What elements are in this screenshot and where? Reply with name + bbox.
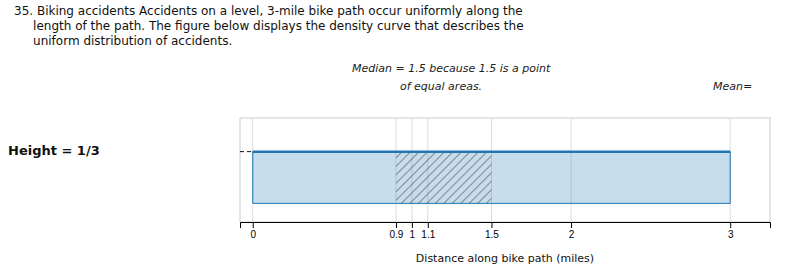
plot-area: 0 0.9 1 1.1 1.5 2 3 [240, 118, 771, 240]
density-line [253, 150, 730, 153]
tick: 2 [569, 222, 575, 240]
annotation: Median = 1.5 because 1.5 is a point [352, 62, 551, 75]
tick-mark [730, 222, 731, 228]
tick-label: 1.1 [421, 229, 435, 240]
x-axis-label: Distance along bike path (miles) [416, 252, 594, 265]
plot-frame [240, 118, 770, 222]
chart: 35. Biking accidents Accidents on a leve… [0, 0, 801, 270]
tick-label: 1 [410, 229, 416, 240]
title: length of the path. The figure below dis… [14, 19, 524, 33]
tick-mark [571, 222, 572, 228]
annotation: Mean= [713, 80, 752, 93]
tick-label: 2 [569, 229, 575, 240]
shaded-region [396, 152, 491, 204]
grid [253, 118, 730, 222]
tick: 1.1 [421, 222, 435, 240]
tick-mark [491, 222, 492, 228]
x-axis: 0 0.9 1 1.1 1.5 2 3 [241, 222, 771, 240]
annotation: of equal areas. [400, 80, 482, 93]
tick: 0.9 [390, 222, 404, 240]
tick: 0 [250, 222, 256, 240]
tick-mark [412, 222, 413, 228]
tick-mark [428, 222, 429, 228]
tick-label: 0.9 [390, 229, 404, 240]
tick: 1 [410, 222, 416, 240]
tick-mark [396, 222, 397, 228]
annotation: Height = 1/3 [8, 143, 100, 158]
height-line [240, 151, 253, 152]
tick-mark [253, 222, 254, 228]
title: 35. Biking accidents Accidents on a leve… [14, 4, 523, 18]
tick-label: 3 [728, 229, 734, 240]
tick: 1.5 [485, 222, 499, 240]
tick-label: 0 [250, 229, 256, 240]
tick-label: 1.5 [485, 229, 499, 240]
tick: 3 [728, 222, 734, 240]
x-axis-line [241, 223, 771, 229]
marks [240, 152, 730, 204]
title: uniform distribution of accidents. [14, 34, 232, 48]
density-area [253, 152, 730, 204]
